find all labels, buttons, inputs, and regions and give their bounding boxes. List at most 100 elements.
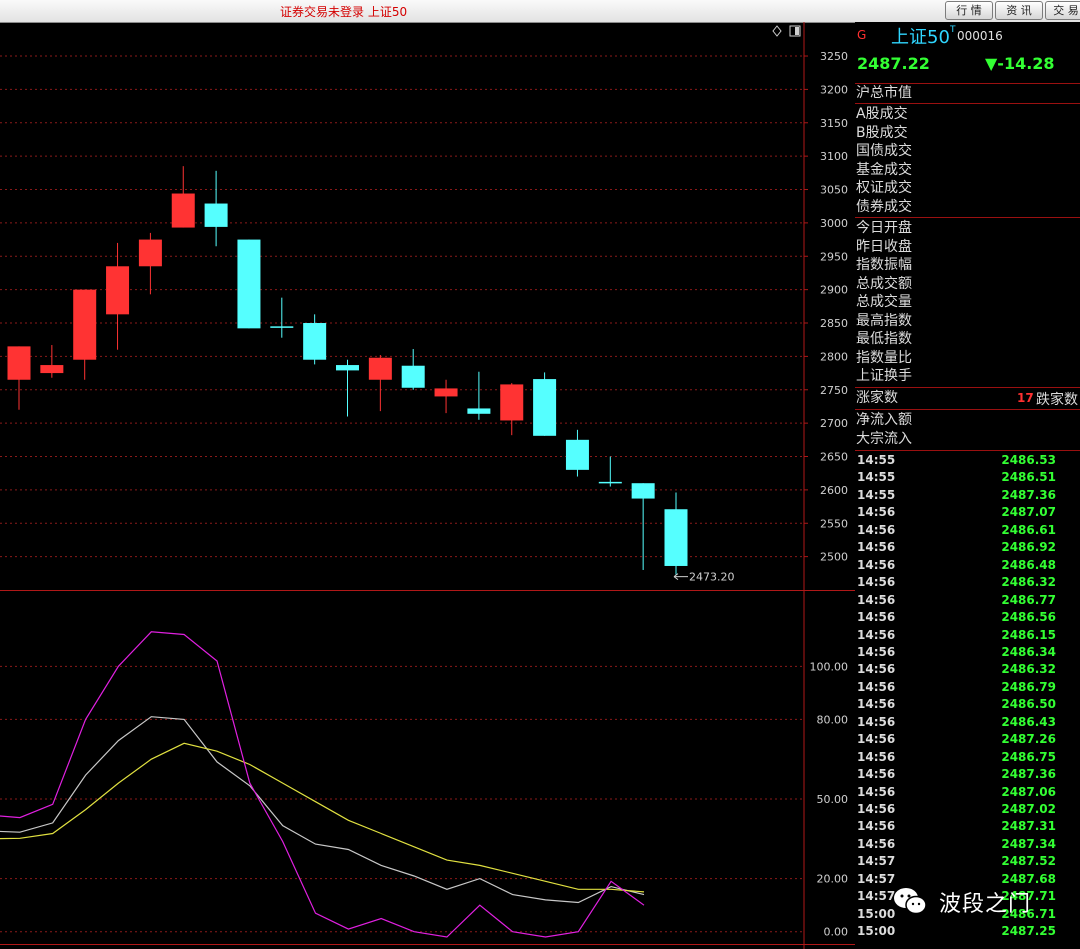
price-tick-label: 2550 bbox=[820, 517, 848, 530]
kline-chart-area[interactable]: 2473.20 2500 2550 2600 2650 2700 2750 2800 2850… bbox=[0, 22, 855, 949]
tick-time: 14:56 bbox=[857, 802, 896, 816]
tick-time: 14:56 bbox=[857, 732, 896, 747]
index-stat-label-7: 指数量比 bbox=[856, 349, 912, 366]
candle-body bbox=[631, 483, 655, 499]
tick-price: 2487.71 bbox=[1001, 889, 1056, 904]
candle-body bbox=[270, 326, 294, 328]
price-tick-label: 2600 bbox=[820, 484, 848, 497]
trade-button[interactable]: 交 易 bbox=[1045, 1, 1080, 20]
tick-row[interactable]: 14:55 2487.36 bbox=[855, 488, 1080, 505]
tick-price: 2486.92 bbox=[1001, 540, 1056, 555]
indicator-tick-label: 0.00 bbox=[824, 926, 849, 939]
tick-row[interactable]: 14:57 2487.71 bbox=[855, 889, 1080, 906]
candle bbox=[500, 383, 524, 436]
tick-price: 2487.36 bbox=[1001, 487, 1056, 502]
tick-time: 14:56 bbox=[857, 644, 896, 659]
volume-label-2: 国债成交 bbox=[856, 143, 912, 159]
tick-time: 14:57 bbox=[857, 889, 896, 904]
tick-price: 2486.50 bbox=[1001, 697, 1056, 712]
tick-row[interactable]: 14:56 2486.75 bbox=[855, 750, 1080, 767]
tick-row[interactable]: 14:56 2486.79 bbox=[855, 680, 1080, 697]
price-tick-label: 2700 bbox=[820, 417, 848, 430]
price-axis: 2500 2550 2600 2650 2700 2750 2800 2850 2900 2950… bbox=[804, 50, 848, 939]
price-tick-label: 3200 bbox=[820, 83, 848, 96]
tick-row[interactable]: 14:56 2486.32 bbox=[855, 662, 1080, 679]
kdj-j-line bbox=[0, 631, 645, 938]
index-stat-label-4: 总成交量 bbox=[856, 294, 912, 310]
candle bbox=[303, 314, 327, 365]
tick-time: 15:00 bbox=[857, 924, 896, 939]
tick-row[interactable]: 15:00 2486.71 bbox=[855, 907, 1080, 924]
candle-body bbox=[565, 439, 589, 470]
diamond-icon[interactable] bbox=[772, 25, 782, 37]
tick-row[interactable]: 14:56 2486.56 bbox=[855, 610, 1080, 627]
candle bbox=[73, 289, 97, 380]
tick-time: 14:56 bbox=[857, 679, 896, 694]
candle bbox=[138, 232, 162, 295]
price-tick-label: 2800 bbox=[820, 350, 848, 363]
tick-row[interactable]: 14:56 2487.06 bbox=[855, 785, 1080, 802]
candle bbox=[533, 372, 557, 436]
candle-body bbox=[664, 509, 688, 566]
tick-price: 2487.25 bbox=[1001, 924, 1056, 939]
last-price: 2487.22 bbox=[857, 54, 930, 73]
tick-row[interactable]: 14:56 2486.61 bbox=[855, 523, 1080, 540]
tick-row[interactable]: 14:56 2487.36 bbox=[855, 767, 1080, 784]
tick-row[interactable]: 14:56 2486.77 bbox=[855, 593, 1080, 610]
candle bbox=[598, 456, 622, 487]
tick-row[interactable]: 14:57 2487.52 bbox=[855, 854, 1080, 871]
candle bbox=[7, 346, 31, 410]
candle-body bbox=[171, 193, 195, 228]
rise-count-label: 涨家数 bbox=[856, 390, 898, 406]
tick-time: 14:56 bbox=[857, 749, 896, 764]
tick-row[interactable]: 14:55 2486.53 bbox=[855, 453, 1080, 470]
volume-label-4: 权证成交 bbox=[856, 180, 912, 196]
tick-row[interactable]: 14:56 2486.48 bbox=[855, 558, 1080, 575]
index-stat-label-5: 最高指数 bbox=[856, 312, 912, 329]
tick-row[interactable]: 15:00 2487.25 bbox=[855, 924, 1080, 941]
tick-time: 14:57 bbox=[857, 871, 896, 886]
candle bbox=[336, 359, 359, 417]
candle bbox=[368, 355, 392, 412]
candle bbox=[204, 170, 228, 247]
window-toggle-icon[interactable] bbox=[789, 25, 801, 37]
news-button[interactable]: 资 讯 bbox=[995, 1, 1043, 20]
candle-body bbox=[204, 203, 228, 227]
tick-row[interactable]: 14:56 2486.50 bbox=[855, 697, 1080, 714]
fund-flow-label-0: 净流入额 bbox=[856, 412, 912, 428]
tick-price: 2486.32 bbox=[1001, 662, 1056, 677]
market-button[interactable]: 行 情 bbox=[945, 1, 993, 20]
tick-row[interactable]: 14:56 2486.32 bbox=[855, 575, 1080, 592]
tick-row[interactable]: 14:56 2486.34 bbox=[855, 645, 1080, 662]
tick-row[interactable]: 14:56 2487.02 bbox=[855, 802, 1080, 819]
tick-time: 14:56 bbox=[857, 557, 896, 572]
tick-price: 2487.07 bbox=[1001, 505, 1056, 520]
tick-time: 14:56 bbox=[857, 819, 896, 834]
tick-row[interactable]: 14:55 2486.51 bbox=[855, 470, 1080, 487]
candle bbox=[40, 345, 64, 378]
tick-row[interactable]: 14:56 2486.43 bbox=[855, 715, 1080, 732]
tick-price: 2486.79 bbox=[1001, 679, 1056, 694]
tick-row[interactable]: 14:56 2486.92 bbox=[855, 540, 1080, 557]
tick-row[interactable]: 14:56 2486.15 bbox=[855, 628, 1080, 645]
candle bbox=[565, 429, 589, 477]
index-superscript: T bbox=[950, 25, 956, 35]
chart-corner-controls[interactable] bbox=[772, 25, 801, 37]
tick-row[interactable]: 14:56 2487.31 bbox=[855, 819, 1080, 836]
tick-row[interactable]: 14:56 2487.07 bbox=[855, 505, 1080, 522]
tick-time: 14:56 bbox=[857, 610, 896, 625]
index-code: 000016 bbox=[957, 29, 1003, 43]
quote-panel: G 上证50 T 000016 2487.22 ▼-14.28 沪总市值 A股成… bbox=[855, 22, 1080, 949]
index-name: 上证50 bbox=[891, 27, 950, 48]
rise-count-value: 17 bbox=[1017, 391, 1034, 405]
price-tick-label: 3100 bbox=[820, 150, 848, 163]
tick-row[interactable]: 14:57 2487.68 bbox=[855, 872, 1080, 889]
tick-row[interactable]: 14:56 2487.34 bbox=[855, 837, 1080, 854]
index-stat-label-8: 上证换手 bbox=[856, 368, 912, 384]
volume-label-0: A股成交 bbox=[856, 106, 908, 122]
tick-price: 2487.52 bbox=[1001, 854, 1056, 869]
indicator-tick-label: 100.00 bbox=[810, 660, 849, 673]
kdj-k-line bbox=[0, 716, 645, 904]
tick-row[interactable]: 14:56 2487.26 bbox=[855, 732, 1080, 749]
index-stat-label-0: 今日开盘 bbox=[856, 220, 912, 236]
